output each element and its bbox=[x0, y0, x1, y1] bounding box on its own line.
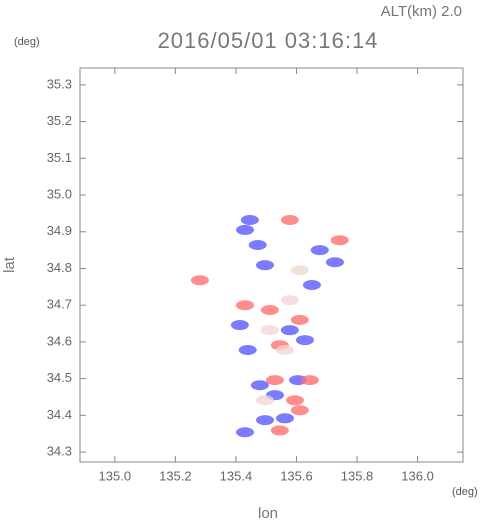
y-tick-label: 34.7 bbox=[47, 297, 72, 312]
x-unit: (deg) bbox=[452, 486, 478, 498]
x-tick-label: 135.2 bbox=[159, 468, 192, 483]
x-tick-label: 135.4 bbox=[220, 468, 253, 483]
echo-patch bbox=[236, 427, 255, 438]
echo-patch bbox=[290, 405, 309, 416]
y-unit: (deg) bbox=[14, 36, 40, 48]
y-tick-label: 35.0 bbox=[47, 186, 72, 201]
echo-patch bbox=[260, 325, 279, 336]
echo-patch bbox=[250, 380, 269, 391]
echo-patch bbox=[236, 300, 255, 311]
echo-patch bbox=[300, 375, 319, 386]
echo-patch bbox=[295, 335, 314, 346]
echo-patch bbox=[255, 260, 274, 271]
echo-patch bbox=[230, 320, 249, 331]
echo-patch bbox=[275, 413, 294, 424]
echo-patch bbox=[236, 224, 255, 235]
echo-patch bbox=[302, 280, 321, 291]
echo-patch bbox=[255, 395, 274, 406]
echo-patch bbox=[270, 425, 289, 436]
echo-patch bbox=[265, 375, 284, 386]
y-tick-label: 34.6 bbox=[47, 333, 72, 348]
x-tick-label: 135.8 bbox=[341, 468, 374, 483]
echo-patch bbox=[248, 239, 267, 250]
echo-patch bbox=[280, 295, 299, 306]
y-tick-label: 35.1 bbox=[47, 150, 72, 165]
y-tick-label: 34.5 bbox=[47, 370, 72, 385]
echo-patch bbox=[238, 345, 257, 356]
echo-patch bbox=[290, 265, 309, 276]
echo-patch bbox=[285, 395, 304, 406]
echo-patch bbox=[275, 345, 294, 356]
echo-patch bbox=[260, 304, 279, 315]
echo-patch bbox=[280, 215, 299, 226]
chart-title: 2016/05/01 03:16:14 bbox=[158, 28, 379, 53]
y-tick-label: 34.8 bbox=[47, 260, 72, 275]
echo-patch bbox=[290, 314, 309, 325]
echo-patch bbox=[240, 215, 259, 226]
y-tick-label: 35.3 bbox=[47, 76, 72, 91]
x-tick-label: 135.6 bbox=[280, 468, 313, 483]
echo-patch bbox=[255, 415, 274, 426]
x-tick-label: 136.0 bbox=[401, 468, 434, 483]
plot-frame bbox=[79, 67, 464, 463]
y-tick-label: 34.4 bbox=[47, 407, 72, 422]
y-tick-label: 34.3 bbox=[47, 444, 72, 459]
echo-patch bbox=[310, 245, 329, 256]
altitude-label: ALT(km) 2.0 bbox=[381, 3, 462, 20]
x-tick-label: 135.0 bbox=[99, 468, 132, 483]
echo-patch bbox=[280, 325, 299, 336]
y-tick-label: 35.2 bbox=[47, 113, 72, 128]
echo-patch bbox=[330, 235, 349, 246]
x-axis-label: lon bbox=[258, 505, 278, 521]
echo-patch bbox=[325, 257, 344, 268]
y-axis-label: lat bbox=[1, 256, 18, 273]
echo-patch bbox=[190, 275, 209, 286]
y-tick-label: 34.9 bbox=[47, 223, 72, 238]
